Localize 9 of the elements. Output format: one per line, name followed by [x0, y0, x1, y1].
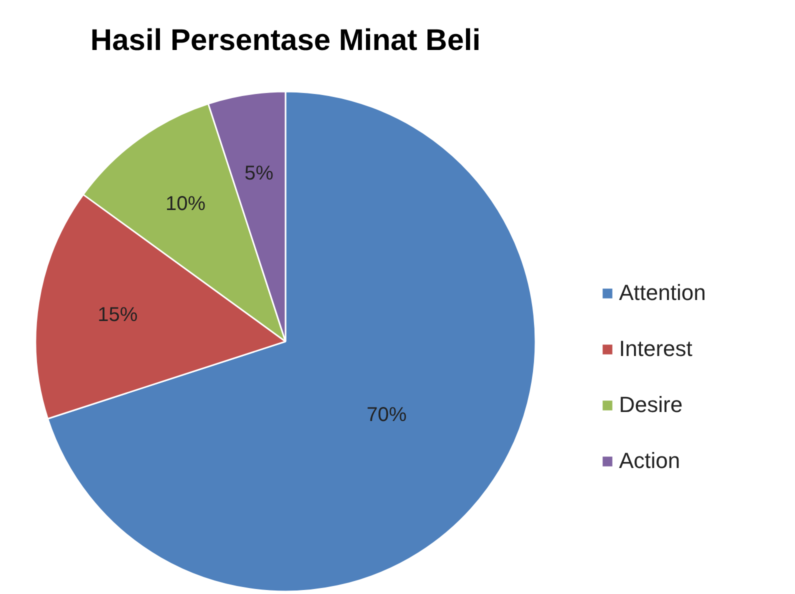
data-label: 70%: [366, 404, 407, 426]
legend-label: Action: [619, 448, 680, 474]
legend-label: Attention: [619, 280, 706, 306]
data-label: 5%: [244, 162, 274, 185]
data-label: 15%: [98, 304, 138, 326]
chart-title: Hasil Persentase Minat Beli: [90, 24, 481, 57]
legend-label: Interest: [619, 336, 692, 362]
legend-label: Desire: [619, 392, 683, 418]
data-label: 10%: [166, 192, 206, 215]
